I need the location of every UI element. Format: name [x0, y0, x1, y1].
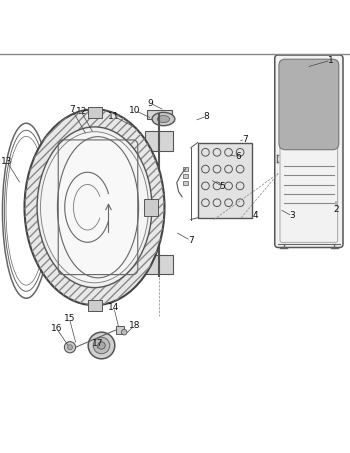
Bar [183, 167, 188, 171]
Text: 7: 7 [242, 135, 248, 144]
Text: 17: 17 [92, 339, 103, 348]
Circle shape [121, 329, 127, 335]
Text: 7: 7 [69, 105, 75, 114]
Text: 15: 15 [64, 313, 75, 323]
Text: 9: 9 [148, 99, 153, 108]
Circle shape [93, 337, 110, 354]
Bar [145, 131, 173, 150]
Circle shape [98, 342, 105, 349]
Ellipse shape [25, 109, 164, 305]
Text: 7: 7 [188, 236, 194, 245]
Bar [147, 110, 172, 119]
Circle shape [68, 345, 72, 350]
Text: 14: 14 [108, 303, 119, 312]
Circle shape [64, 342, 76, 353]
Bar [88, 300, 102, 311]
Text: 5: 5 [219, 182, 225, 191]
Bar [116, 326, 124, 334]
Ellipse shape [152, 112, 175, 125]
Ellipse shape [37, 127, 152, 288]
Bar [144, 198, 158, 216]
Bar [183, 181, 188, 185]
Ellipse shape [158, 116, 170, 123]
Text: 1: 1 [328, 56, 334, 65]
Text: 3: 3 [289, 212, 295, 221]
Circle shape [88, 332, 115, 359]
Ellipse shape [57, 137, 139, 278]
Bar [198, 143, 252, 218]
Ellipse shape [41, 132, 148, 283]
Text: 13: 13 [1, 157, 13, 166]
Text: 8: 8 [204, 112, 209, 121]
Text: 18: 18 [129, 321, 140, 330]
Text: 2: 2 [333, 204, 339, 213]
Bar [88, 107, 102, 118]
Bar [145, 255, 173, 274]
Text: 11: 11 [108, 112, 119, 121]
Text: 10: 10 [129, 106, 140, 115]
FancyBboxPatch shape [275, 55, 343, 247]
Text: 6: 6 [235, 152, 241, 161]
Bar [183, 174, 188, 178]
Text: 16: 16 [51, 324, 62, 333]
Text: 4: 4 [253, 212, 258, 221]
FancyBboxPatch shape [279, 59, 339, 149]
Text: 12: 12 [76, 107, 87, 116]
